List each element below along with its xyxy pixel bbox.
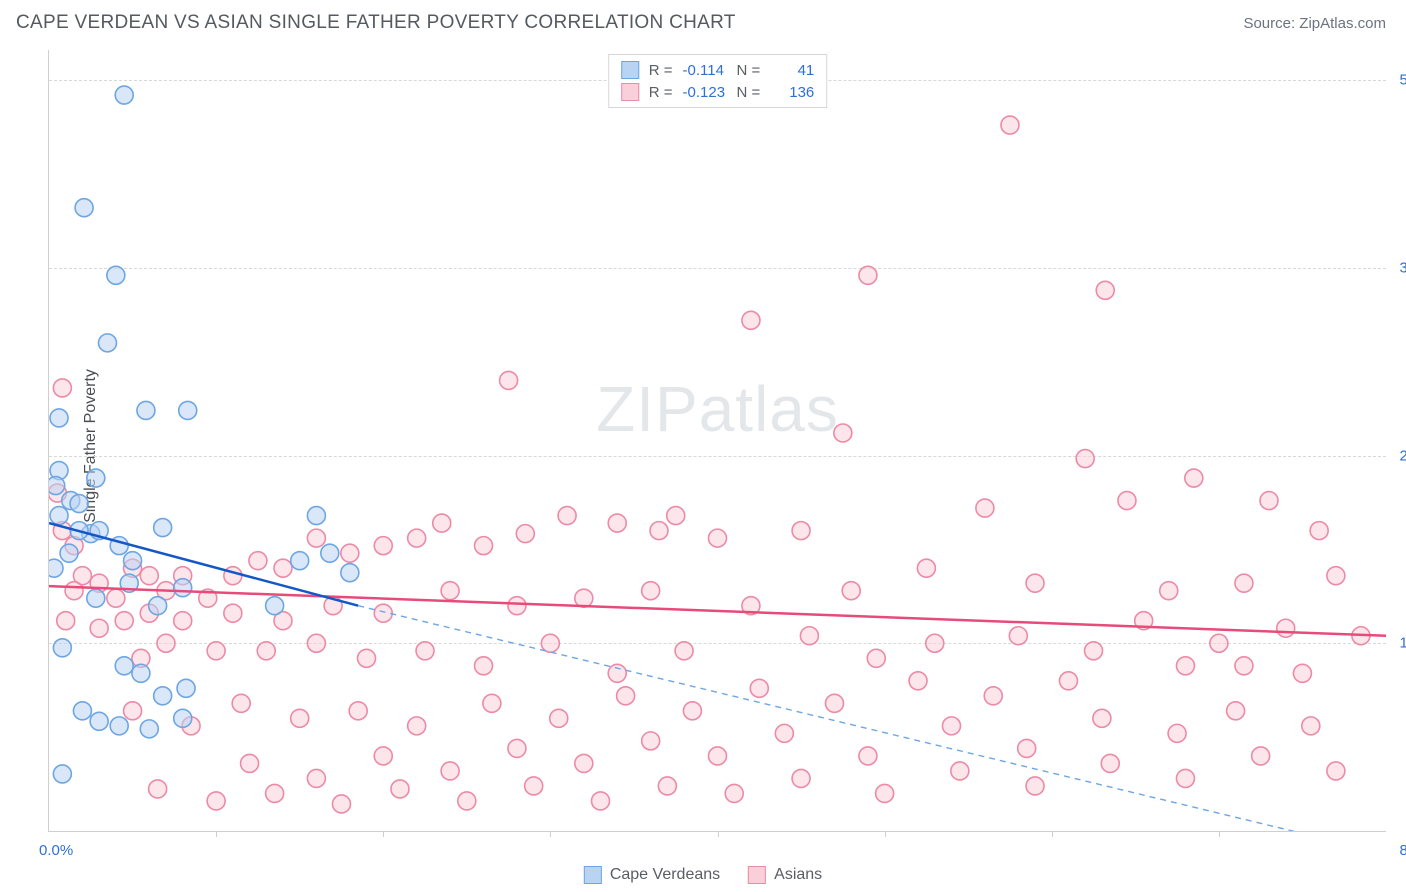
r-value: -0.114 — [683, 62, 727, 79]
n-value: 41 — [770, 62, 814, 79]
scatter-svg — [49, 50, 1386, 831]
y-tick-label: 50.0% — [1399, 72, 1406, 89]
swatch-icon — [748, 866, 766, 884]
x-tick-label: 80.0% — [1399, 842, 1406, 859]
r-label: R = — [649, 84, 673, 101]
legend-item: Cape Verdeans — [584, 866, 720, 884]
legend-item: Asians — [748, 866, 822, 884]
r-value: -0.123 — [683, 84, 727, 101]
correlation-legend: R = -0.114 N = 41 R = -0.123 N = 136 — [608, 54, 828, 108]
legend-label: Cape Verdeans — [610, 866, 720, 884]
series-legend: Cape Verdeans Asians — [584, 866, 822, 884]
swatch-icon — [584, 866, 602, 884]
legend-row: R = -0.123 N = 136 — [621, 81, 815, 103]
swatch-icon — [621, 61, 639, 79]
chart-title: CAPE VERDEAN VS ASIAN SINGLE FATHER POVE… — [16, 12, 736, 34]
chart-header: CAPE VERDEAN VS ASIAN SINGLE FATHER POVE… — [0, 0, 1406, 42]
n-value: 136 — [770, 84, 814, 101]
y-tick-label: 12.5% — [1399, 635, 1406, 652]
swatch-icon — [621, 83, 639, 101]
y-tick-label: 37.5% — [1399, 259, 1406, 276]
chart-plot-area: ZIPatlas R = -0.114 N = 41 R = -0.123 N … — [48, 50, 1386, 832]
source-label: Source: ZipAtlas.com — [1243, 15, 1386, 32]
n-label: N = — [737, 62, 761, 79]
x-tick-label: 0.0% — [39, 842, 73, 859]
legend-row: R = -0.114 N = 41 — [621, 59, 815, 81]
legend-label: Asians — [774, 866, 822, 884]
n-label: N = — [737, 84, 761, 101]
r-label: R = — [649, 62, 673, 79]
y-tick-label: 25.0% — [1399, 447, 1406, 464]
